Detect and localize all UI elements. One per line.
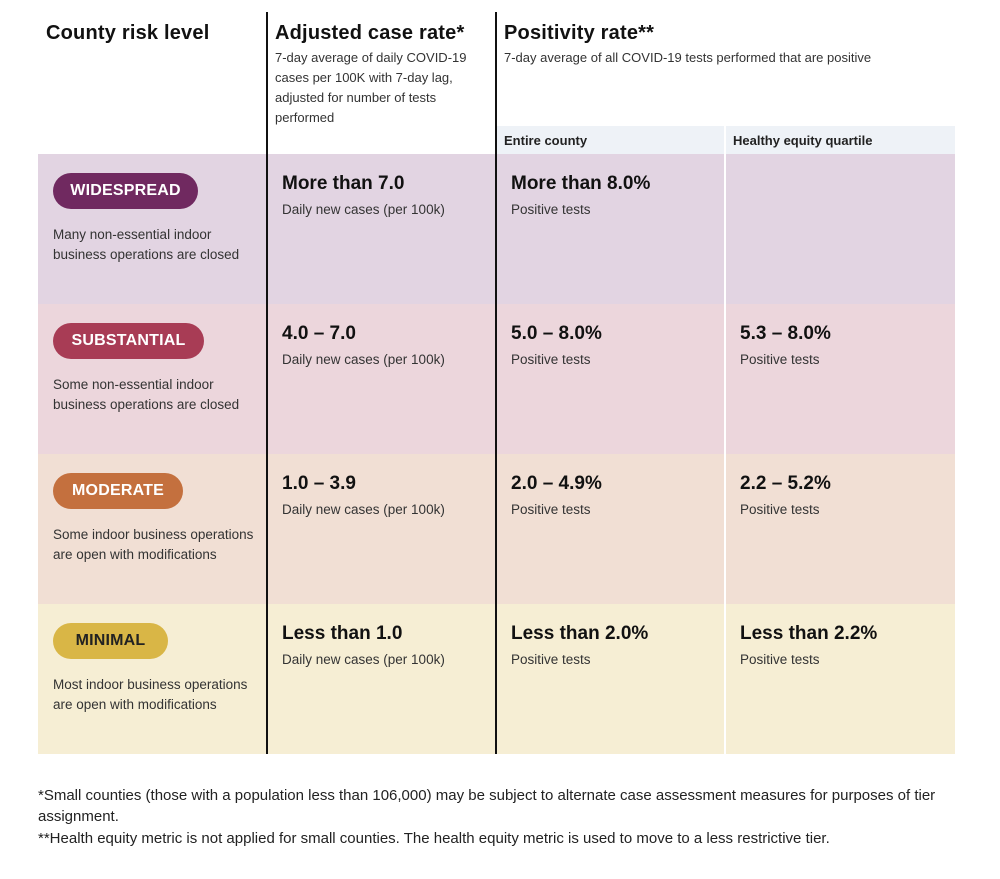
widespread-case-value: More than 7.0 xyxy=(282,173,405,194)
substantial-case-sub: Daily new cases (per 100k) xyxy=(282,352,445,367)
moderate-case-sub: Daily new cases (per 100k) xyxy=(282,502,445,517)
minimal-positivity-value: Less than 2.0% xyxy=(511,623,649,644)
column-divider-2 xyxy=(495,12,497,754)
substantial-positivity-sub: Positive tests xyxy=(511,352,591,367)
minimal-positivity-sub: Positive tests xyxy=(511,652,591,667)
minimal-row xyxy=(38,604,955,754)
column-divider-1 xyxy=(266,12,268,754)
equity-column-divider xyxy=(724,126,726,754)
substantial-badge: SUBSTANTIAL xyxy=(53,323,204,359)
moderate-case-value: 1.0 – 3.9 xyxy=(282,473,356,494)
moderate-positivity-sub: Positive tests xyxy=(511,502,591,517)
moderate-positivity-value: 2.0 – 4.9% xyxy=(511,473,602,494)
substantial-equity-sub: Positive tests xyxy=(740,352,820,367)
minimal-badge: MINIMAL xyxy=(53,623,168,659)
minimal-equity-sub: Positive tests xyxy=(740,652,820,667)
substantial-description: Some non-essential indoor business opera… xyxy=(53,377,240,412)
widespread-positivity-sub: Positive tests xyxy=(511,202,591,217)
entire-county-subheader: Entire county xyxy=(504,133,588,148)
moderate-badge: MODERATE xyxy=(53,473,183,509)
widespread-case-sub: Daily new cases (per 100k) xyxy=(282,202,445,217)
positivity-rate-header: Positivity rate** xyxy=(504,22,655,44)
substantial-positivity-value: 5.0 – 8.0% xyxy=(511,323,602,344)
minimal-description: Most indoor business operations are open… xyxy=(53,677,248,712)
widespread-description: Many non-essential indoor business opera… xyxy=(53,227,240,262)
footnote-health-equity: **Health equity metric is not applied fo… xyxy=(38,830,830,847)
adjusted-case-rate-description: 7-day average of daily COVID-19 cases pe… xyxy=(275,50,467,125)
substantial-case-value: 4.0 – 7.0 xyxy=(282,323,356,344)
substantial-equity-value: 5.3 – 8.0% xyxy=(740,323,831,344)
moderate-description: Some indoor business operations are open… xyxy=(53,527,254,562)
minimal-case-sub: Daily new cases (per 100k) xyxy=(282,652,445,667)
moderate-equity-sub: Positive tests xyxy=(740,502,820,517)
equity-quartile-subheader: Healthy equity quartile xyxy=(733,133,873,148)
minimal-case-value: Less than 1.0 xyxy=(282,623,403,644)
moderate-equity-value: 2.2 – 5.2% xyxy=(740,473,831,494)
widespread-badge: WIDESPREAD xyxy=(53,173,198,209)
footnote-small-counties: *Small counties (those with a population… xyxy=(38,787,936,825)
adjusted-case-rate-header: Adjusted case rate* xyxy=(275,22,465,44)
widespread-positivity-value: More than 8.0% xyxy=(511,173,651,194)
county-risk-level-header: County risk level xyxy=(46,22,210,44)
positivity-rate-description: 7-day average of all COVID-19 tests perf… xyxy=(504,50,872,65)
moderate-row xyxy=(38,454,955,604)
minimal-equity-value: Less than 2.2% xyxy=(740,623,878,644)
